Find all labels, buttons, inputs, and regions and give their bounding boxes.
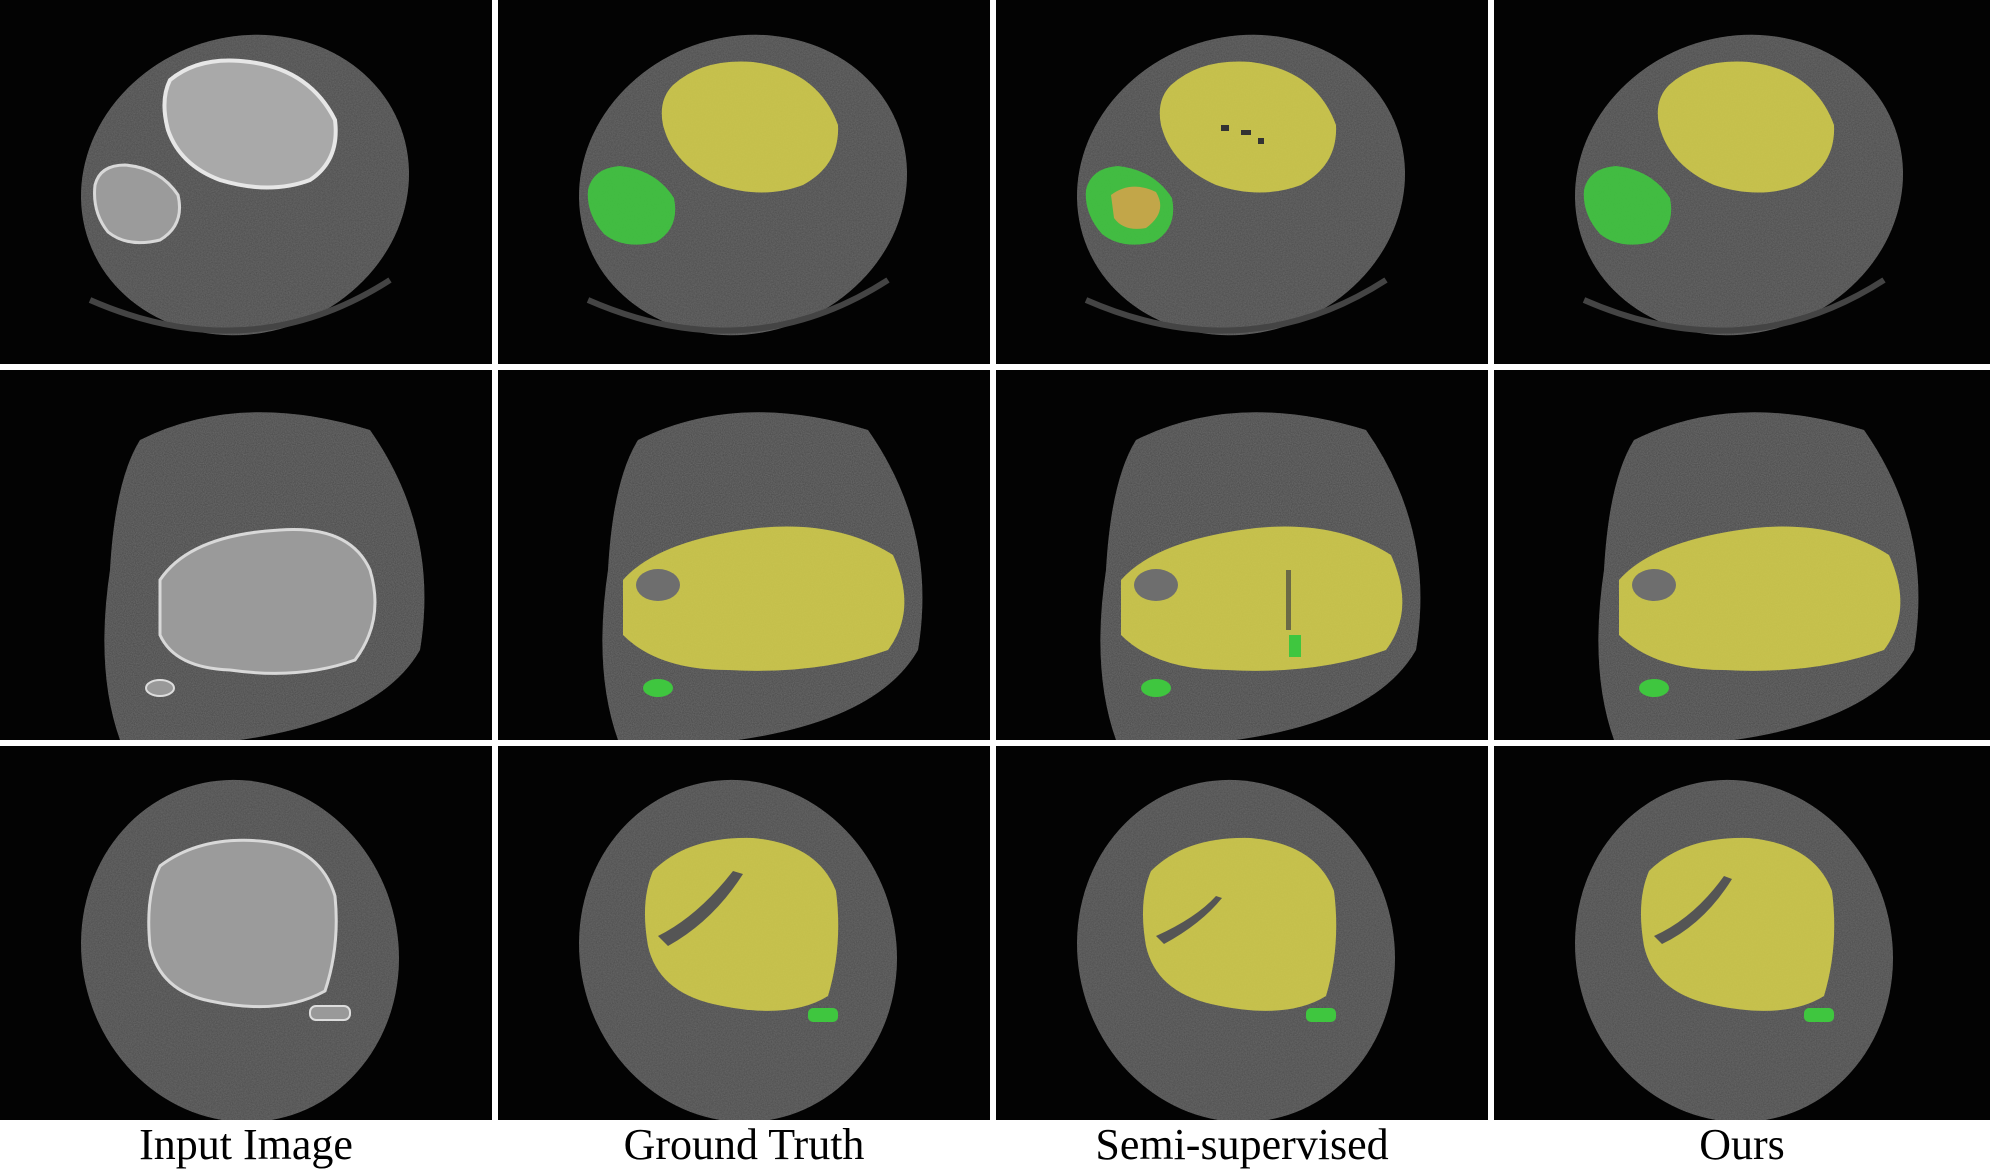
panel-row2-ground-truth	[498, 370, 990, 740]
patella-mask	[1583, 166, 1672, 245]
ct-slice-image	[81, 34, 409, 336]
femur-mask	[1121, 526, 1403, 671]
patella-mask	[1306, 1008, 1336, 1022]
panel-row1-ours	[1494, 0, 1990, 364]
ct-slice-image	[602, 412, 923, 740]
panel-row1-semi-supervised	[996, 0, 1488, 364]
patella-mask	[808, 1008, 838, 1022]
panel-row3-semi-supervised	[996, 746, 1488, 1120]
ct-slice-image	[1575, 779, 1893, 1120]
femur-mask	[1640, 837, 1835, 1011]
ct-slice-image	[81, 779, 399, 1120]
panel-row2-input	[0, 370, 492, 740]
femur-mask	[1159, 61, 1337, 193]
column-labels: Input Image Ground Truth Semi-supervised…	[0, 1120, 1990, 1169]
panel-row2-semi-supervised	[996, 370, 1488, 740]
column-label-semi-supervised: Semi-supervised	[1095, 1120, 1389, 1169]
column-label-ours: Ours	[1699, 1120, 1785, 1169]
column-label-ground-truth: Ground Truth	[623, 1120, 865, 1169]
femur-mask	[623, 526, 905, 671]
panel-row3-ground-truth	[498, 746, 990, 1120]
ct-slice-image	[1575, 34, 1903, 336]
ct-slice-image	[1077, 779, 1395, 1120]
femur-mask	[644, 837, 839, 1011]
patella-mask	[1141, 679, 1171, 697]
femur-mask	[661, 61, 839, 193]
figure-grid	[0, 0, 1990, 1120]
patella-mask	[643, 679, 673, 697]
panel-row1-ground-truth	[498, 0, 990, 364]
patella-mask	[1639, 679, 1669, 697]
femur-mask	[1619, 526, 1901, 671]
column-label-input: Input Image	[139, 1120, 353, 1169]
panel-row1-input	[0, 0, 492, 364]
ct-slice-image	[1077, 34, 1405, 336]
ct-slice-image	[579, 779, 897, 1120]
femur-mask	[1657, 61, 1835, 193]
patella-mask	[1804, 1008, 1834, 1022]
ct-slice-image	[1598, 412, 1919, 740]
panel-row3-ours	[1494, 746, 1990, 1120]
panel-row2-ours	[1494, 370, 1990, 740]
ct-slice-image	[579, 34, 907, 336]
patella-mask	[587, 166, 676, 245]
ct-slice-image	[104, 412, 425, 740]
panel-row3-input	[0, 746, 492, 1120]
femur-mask	[1142, 837, 1337, 1011]
ct-slice-image	[1100, 412, 1421, 740]
